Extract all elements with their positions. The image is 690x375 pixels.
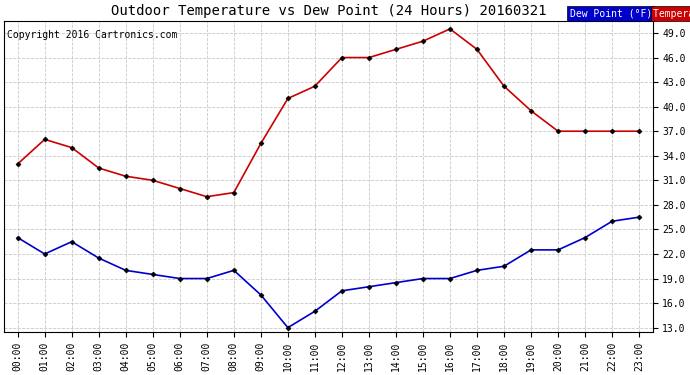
Text: Copyright 2016 Cartronics.com: Copyright 2016 Cartronics.com xyxy=(8,30,178,40)
Title: Outdoor Temperature vs Dew Point (24 Hours) 20160321: Outdoor Temperature vs Dew Point (24 Hou… xyxy=(110,4,546,18)
Text: Temperature (°F): Temperature (°F) xyxy=(653,9,690,19)
Text: Dew Point (°F): Dew Point (°F) xyxy=(570,9,652,19)
